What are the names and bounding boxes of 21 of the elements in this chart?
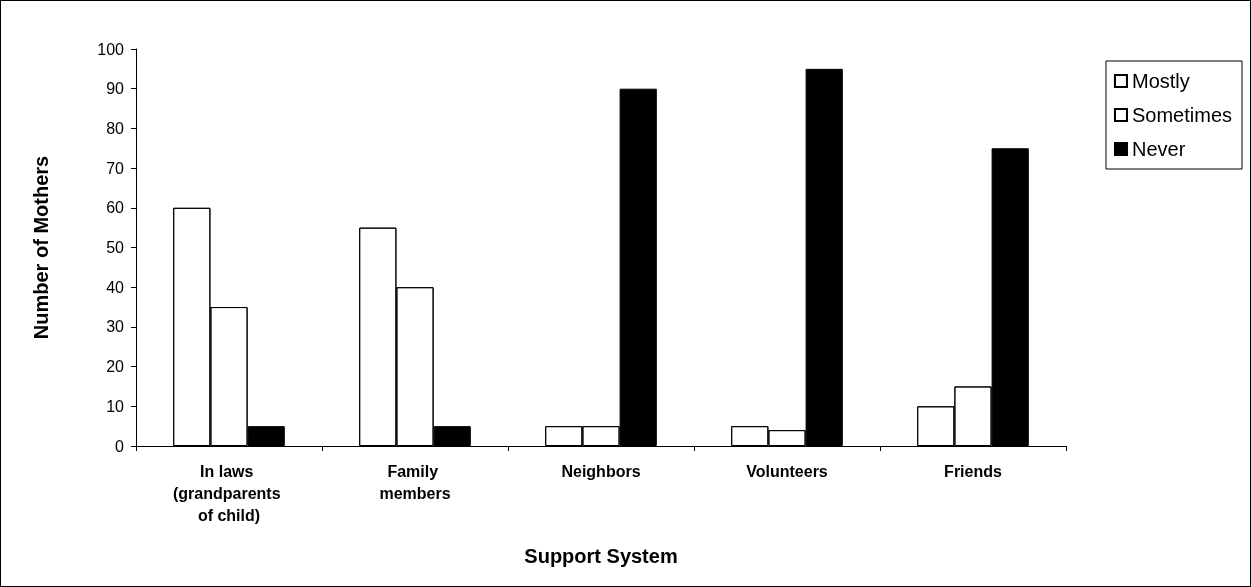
x-tick-label: Family members (379, 462, 451, 502)
y-tick-label: 50 (106, 239, 125, 256)
y-tick-label: 10 (106, 397, 125, 415)
y-tick-label: 20 (106, 358, 125, 376)
x-axis-title: Support System (524, 545, 678, 567)
y-axis-title: Number of Mothers (30, 155, 52, 340)
legend-label: Sometimes (1131, 104, 1232, 126)
y-tick-label: 30 (106, 318, 125, 336)
y-tick-label: 0 (115, 437, 125, 455)
y-tick-label: 70 (106, 159, 125, 177)
x-tick-label: Friends (944, 462, 1002, 480)
y-tick-label: 60 (106, 199, 125, 217)
y-tick-label: 80 (106, 119, 125, 137)
x-tick-label: In laws (grandparents of child) (172, 462, 286, 524)
y-tick-label: 90 (106, 80, 125, 98)
y-tick-label: 100 (97, 40, 125, 58)
legend-label: Mostly (1131, 70, 1190, 92)
x-tick-label: Neighbors (561, 462, 641, 480)
legend-label: Never (1131, 138, 1186, 160)
x-tick-label: Volunteers (746, 462, 828, 480)
y-tick-label: 40 (106, 278, 125, 296)
